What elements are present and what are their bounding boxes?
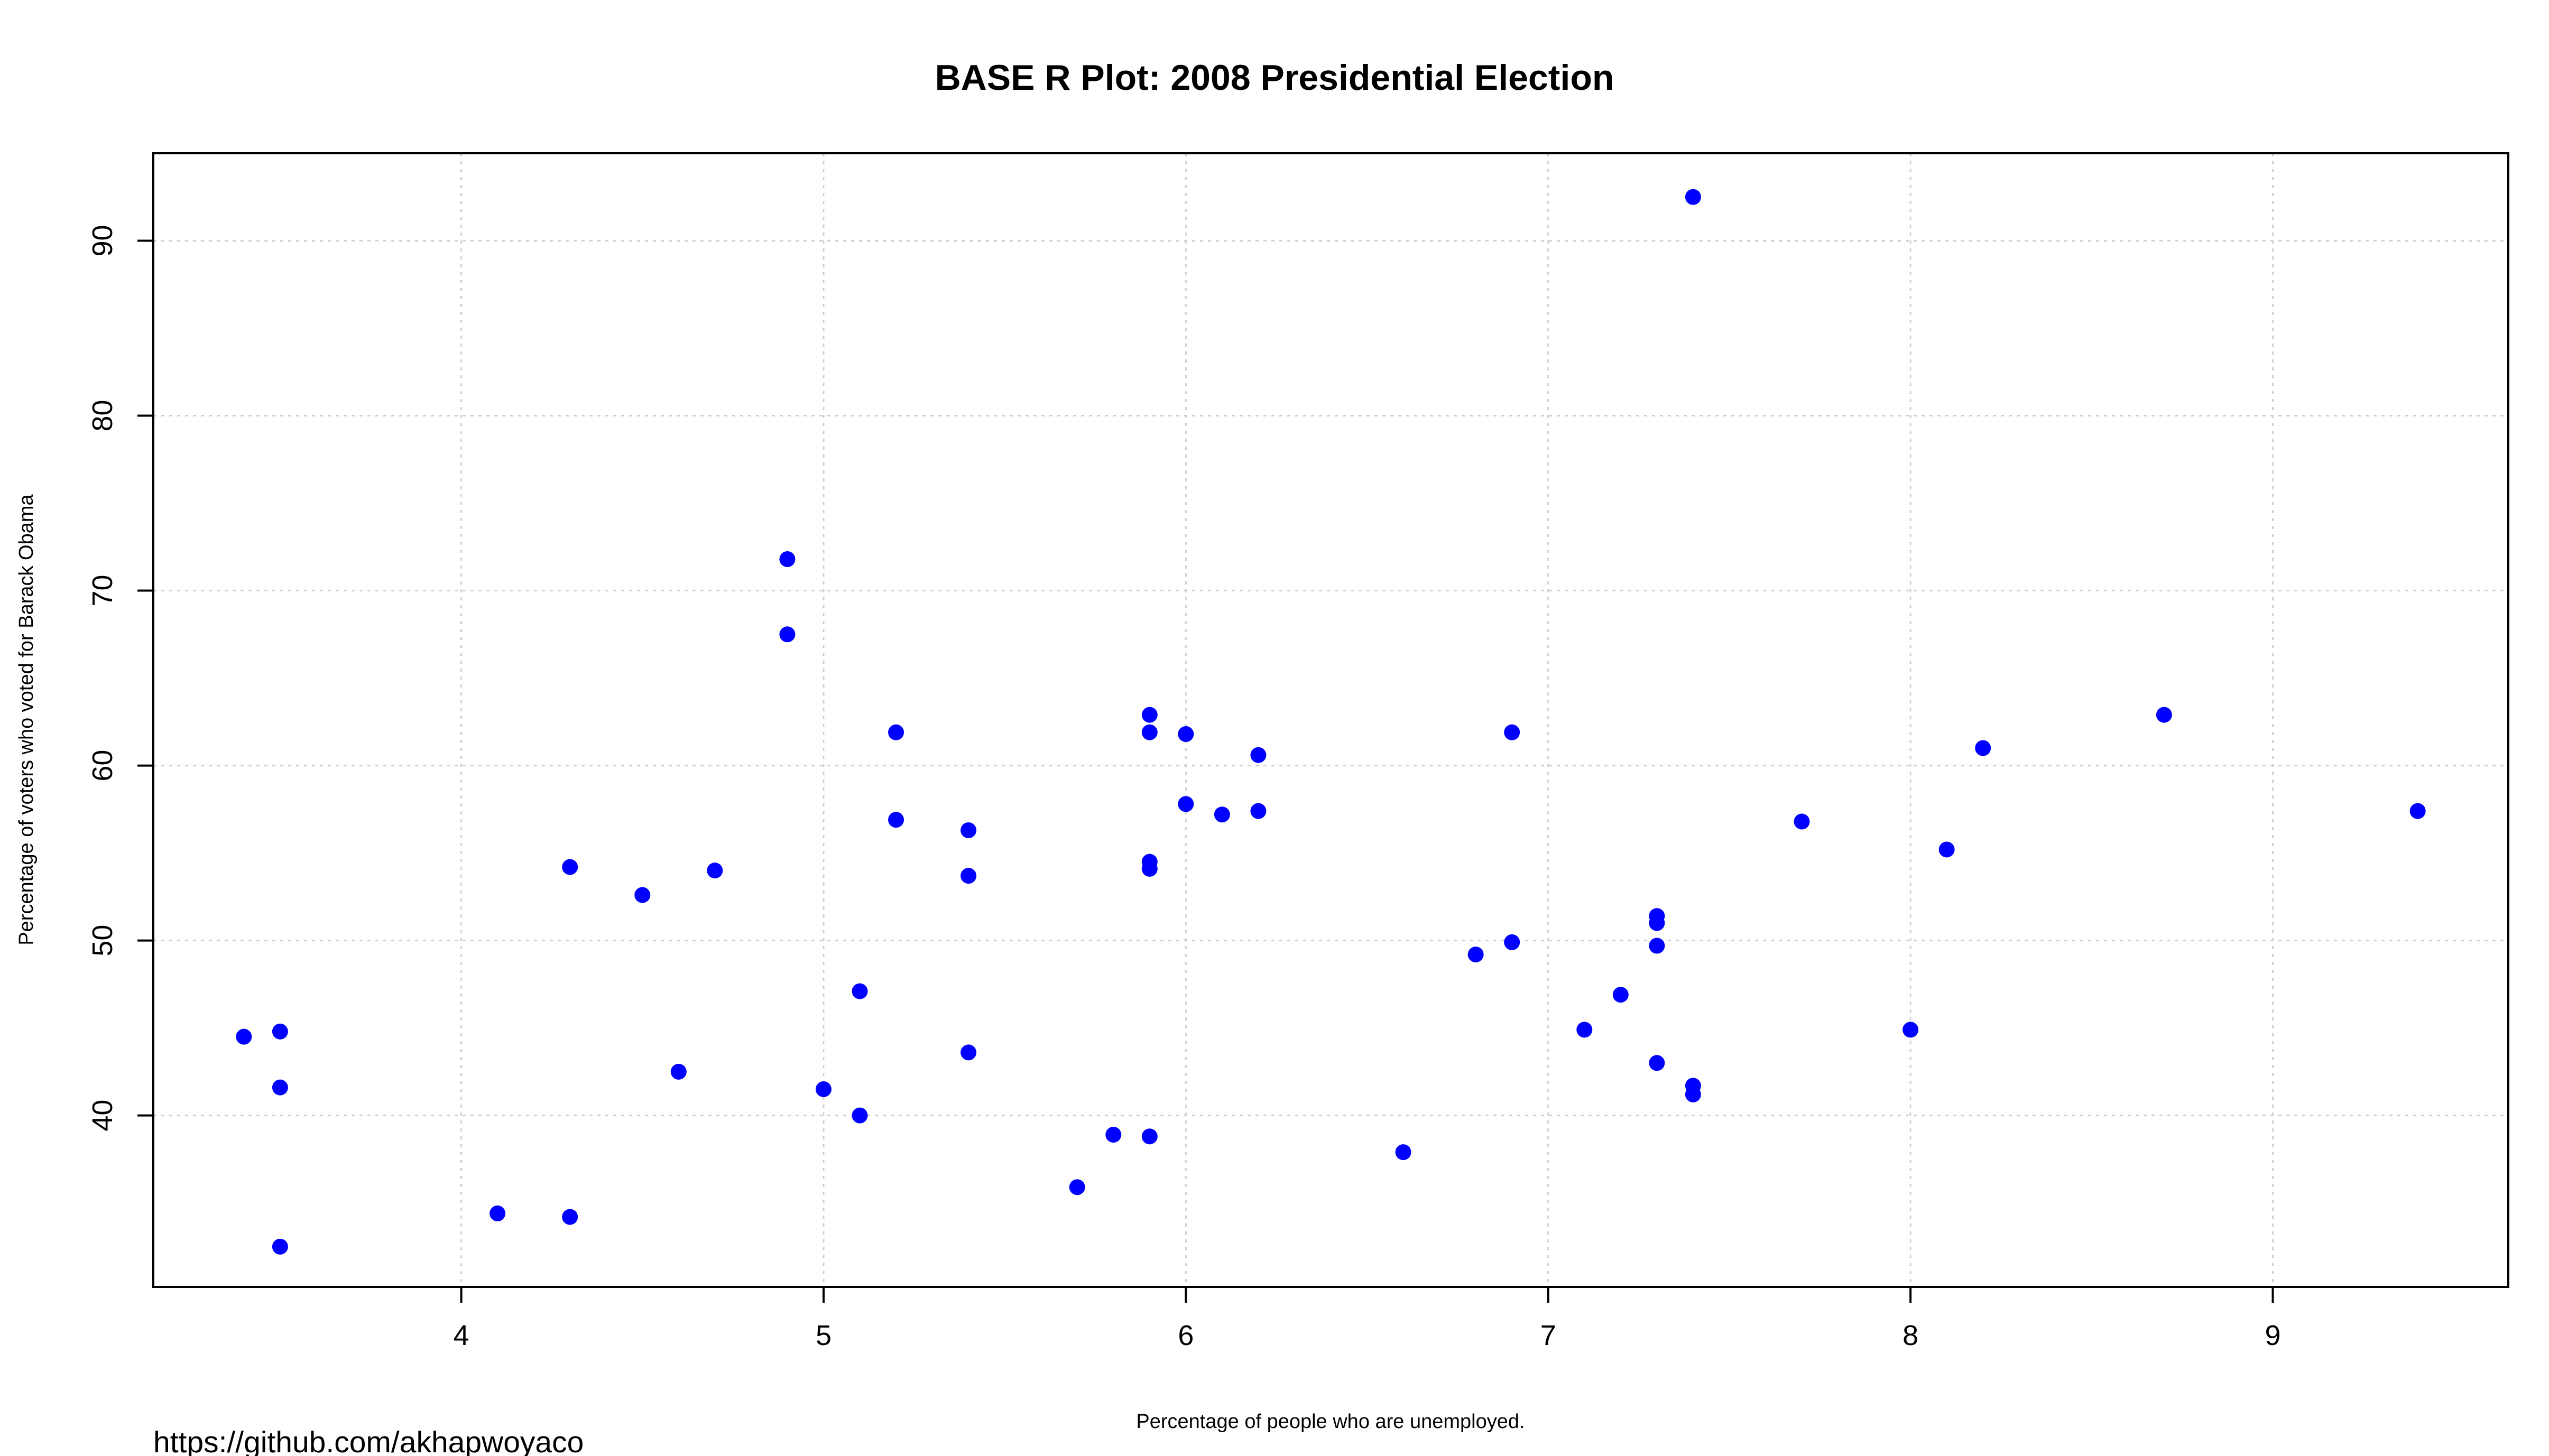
data-point-15 (888, 724, 904, 740)
x-tick-label: 9 (2265, 1320, 2280, 1351)
data-point-8 (670, 1063, 687, 1080)
data-point-18 (961, 868, 977, 884)
data-point-14 (852, 1107, 868, 1124)
x-tick-label: 4 (454, 1320, 469, 1351)
data-point-5 (562, 859, 578, 875)
chart-title: BASE R Plot: 2008 Presidential Election (935, 58, 1614, 98)
data-point-48 (1975, 740, 1991, 756)
data-point-16 (888, 812, 904, 828)
y-tick-label: 90 (87, 225, 118, 256)
data-point-21 (1105, 1127, 1122, 1143)
data-point-1 (272, 1023, 288, 1040)
data-point-37 (1612, 987, 1629, 1003)
y-tick-label: 80 (87, 400, 118, 431)
data-point-2 (272, 1079, 288, 1096)
data-point-30 (1250, 747, 1267, 763)
data-point-46 (1902, 1022, 1919, 1038)
data-point-29 (1214, 806, 1230, 823)
data-point-40 (1649, 938, 1665, 954)
data-point-27 (1178, 726, 1194, 742)
data-point-42 (1685, 189, 1701, 205)
y-tick-label: 70 (87, 575, 118, 607)
data-point-32 (1395, 1144, 1411, 1161)
data-point-25 (1141, 860, 1158, 877)
data-point-4 (490, 1205, 506, 1221)
x-tick-label: 8 (1902, 1320, 1918, 1351)
data-point-41 (1649, 1055, 1665, 1071)
data-point-36 (1576, 1022, 1593, 1038)
x-axis-label: Percentage of people who are unemployed. (1136, 1411, 1525, 1433)
y-axis: 40 50 60 70 80 90 (87, 225, 153, 1132)
y-tick-label: 60 (87, 750, 118, 782)
plot-frame (152, 152, 2509, 1288)
data-point-47 (1938, 841, 1955, 858)
data-point-49 (2156, 707, 2172, 723)
data-point-50 (2409, 803, 2426, 819)
data-point-13 (852, 983, 868, 999)
x-tick-label: 6 (1178, 1320, 1194, 1351)
data-point-20 (1069, 1179, 1085, 1195)
data-point-44 (1685, 1086, 1701, 1102)
data-point-3 (272, 1238, 288, 1255)
data-point-17 (961, 822, 977, 839)
source-caption: https://github.com/akhapwoyaco (153, 1425, 584, 1456)
data-point-0 (236, 1028, 252, 1045)
data-point-23 (1141, 724, 1158, 740)
y-tick-label: 50 (87, 925, 118, 957)
data-point-33 (1467, 947, 1484, 963)
data-point-9 (707, 863, 723, 879)
x-axis: 4 5 6 7 8 9 (454, 1287, 2281, 1351)
x-tick-label: 7 (1540, 1320, 1556, 1351)
data-point-26 (1141, 1128, 1158, 1145)
data-points (236, 189, 2426, 1255)
data-point-35 (1504, 934, 1520, 950)
data-point-12 (815, 1081, 832, 1097)
data-point-34 (1504, 724, 1520, 740)
data-point-10 (779, 551, 796, 567)
data-point-6 (562, 1209, 578, 1225)
data-point-45 (1794, 813, 1810, 830)
data-point-11 (779, 626, 796, 643)
x-tick-label: 5 (816, 1320, 832, 1351)
data-point-28 (1178, 796, 1194, 812)
data-point-22 (1141, 707, 1158, 723)
data-point-39 (1649, 915, 1665, 931)
y-tick-label: 40 (87, 1100, 118, 1132)
data-point-19 (961, 1044, 977, 1061)
gridlines (153, 153, 2508, 1287)
data-point-31 (1250, 803, 1267, 819)
data-point-7 (634, 887, 651, 903)
y-axis-label: Percentage of voters who voted for Barac… (15, 494, 38, 945)
